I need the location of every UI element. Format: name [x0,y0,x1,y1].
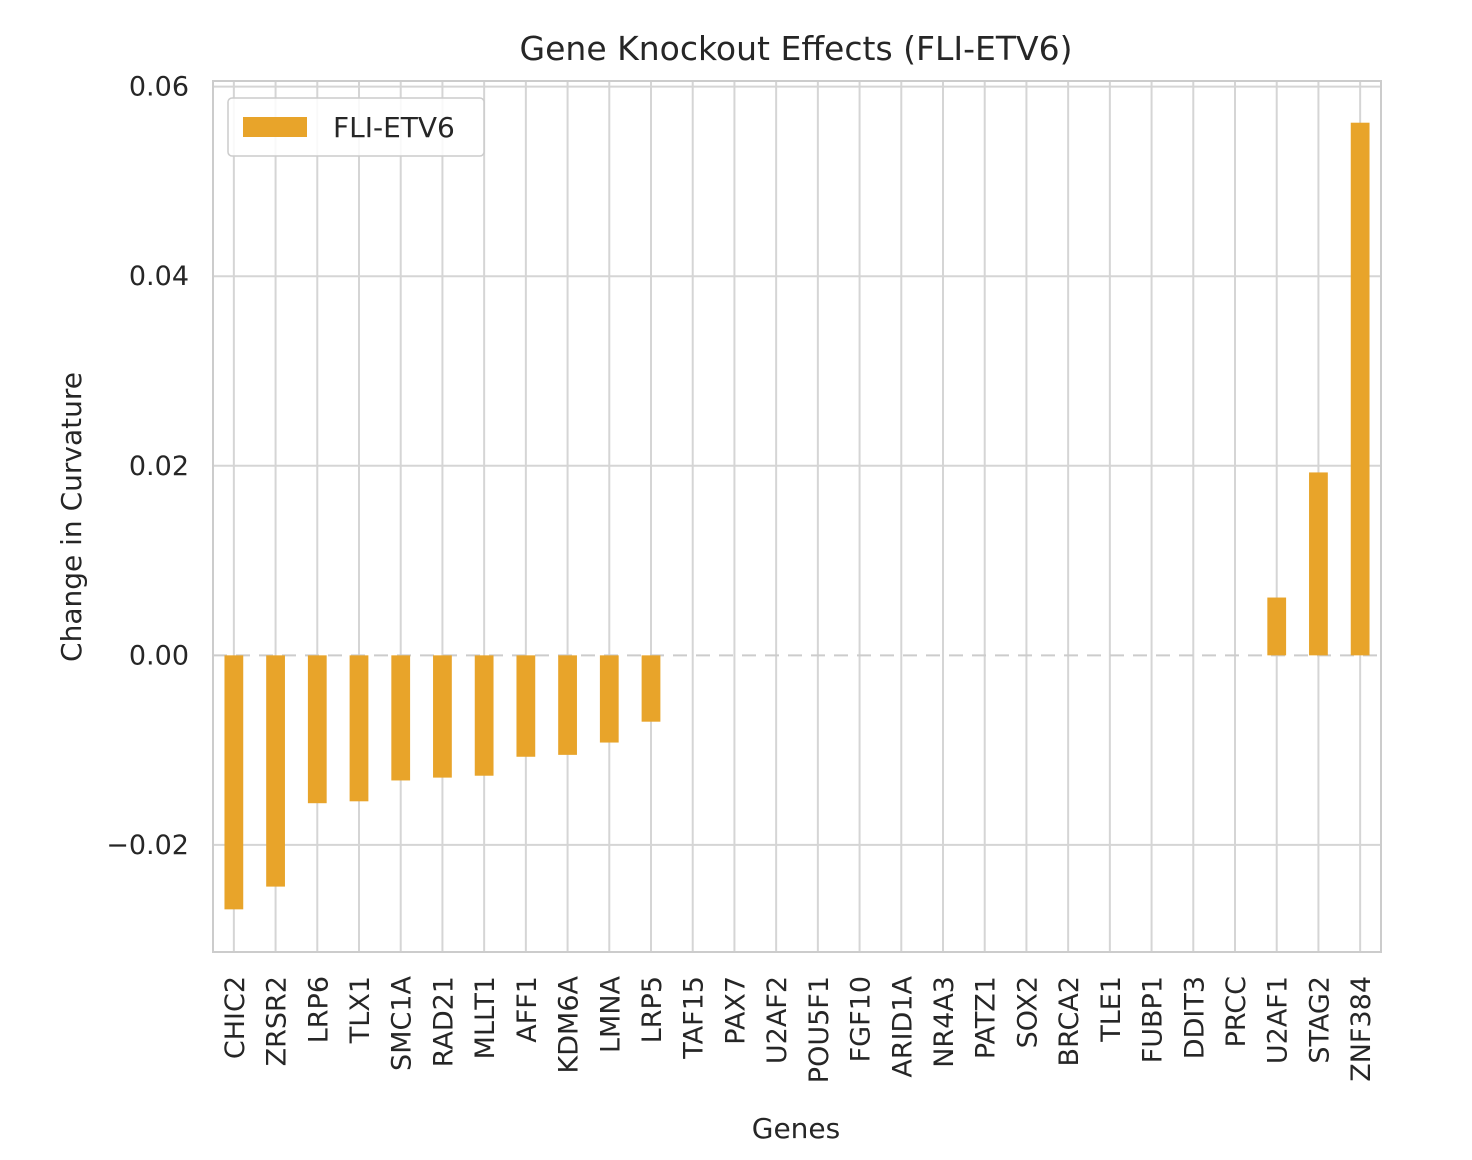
x-tick-label: STAG2 [1304,976,1335,1064]
x-tick-label: PRCC [1221,976,1252,1047]
legend-box [227,97,485,157]
x-tick-label: CHIC2 [220,976,251,1059]
x-tick-label: LRP6 [303,976,334,1043]
y-tick-label: 0.02 [129,451,189,482]
x-tick-label: MLLT1 [470,976,501,1059]
y-tick-label: 0.04 [129,261,189,292]
y-tick-label: 0.06 [129,72,189,103]
bar [224,655,244,910]
bar [1309,472,1328,656]
bar [433,655,452,778]
x-tick-label: DDIT3 [1179,976,1210,1059]
x-tick-label: PATZ1 [971,976,1002,1059]
x-tick-label: KDM6A [554,975,585,1073]
y-tick-label: −0.02 [106,830,189,861]
x-tick-label: ARID1A [887,975,918,1077]
bar [266,655,285,887]
axes-frame [212,80,1382,953]
bar [1267,597,1287,656]
x-tick-label: SOX2 [1012,976,1043,1048]
bar [641,655,661,722]
x-tick-label: FUBP1 [1138,976,1169,1063]
x-tick-label: FGF10 [846,976,877,1062]
plot-area: −0.02 0.00 0.02 0.04 0.06 CHIC2 ZRSR2 LRP6 TLX1 S… [106,72,1382,1083]
x-tick-label: U2AF2 [762,976,793,1064]
legend: FLI-ETV6 [227,97,485,157]
x-tick-label: POU5F1 [804,976,835,1083]
x-tick-label: PAX7 [720,976,751,1045]
x-tick-label: TLE1 [1096,976,1127,1043]
x-tick-label: ZNF384 [1346,976,1377,1082]
x-tick-label: NR4A3 [929,976,960,1068]
x-tick-label: RAD21 [428,976,459,1067]
bar [558,655,577,755]
bar [307,655,327,804]
x-tick-label: TAF15 [679,976,710,1060]
bar [474,655,494,776]
legend-swatch [243,117,307,137]
x-axis-label: Genes [752,1112,840,1145]
x-tick-label: U2AF1 [1263,976,1294,1064]
legend-label: FLI-ETV6 [333,111,455,144]
bar [516,655,536,757]
y-axis-label: Change in Curvature [55,372,88,662]
bar [349,655,369,802]
y-tick-label: 0.00 [129,640,189,671]
x-tick-label: ZRSR2 [262,976,293,1066]
x-tick-label: TLX1 [345,976,376,1044]
bar [1350,122,1370,656]
bar [391,655,411,781]
bar [599,655,619,743]
x-tick-label: LMNA [595,975,626,1053]
x-tick-label: LRP5 [637,976,668,1043]
x-tick-label: AFF1 [512,976,543,1043]
x-tick-label: BRCA2 [1054,976,1085,1066]
x-tick-label: SMC1A [387,975,418,1070]
chart-title: Gene Knockout Effects (FLI-ETV6) [520,29,1073,68]
